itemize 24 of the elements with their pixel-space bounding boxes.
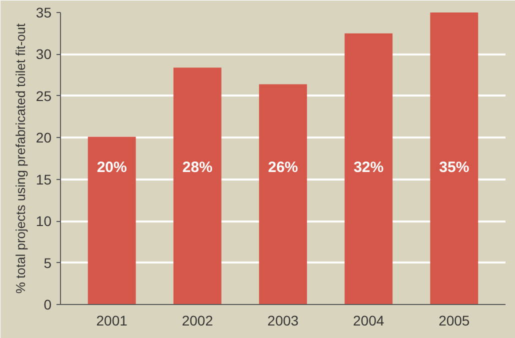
bar bbox=[430, 12, 478, 304]
x-tick-label: 2001 bbox=[96, 312, 128, 328]
y-tick-label: 25 bbox=[36, 88, 52, 104]
bar bbox=[173, 68, 222, 304]
x-tick-label: 2004 bbox=[353, 312, 384, 328]
y-tick-label: 0 bbox=[44, 296, 52, 312]
y-tick-label: 10 bbox=[36, 213, 52, 230]
data-label: 32% bbox=[354, 158, 384, 176]
data-label: 28% bbox=[182, 158, 212, 176]
x-tick-label: 2003 bbox=[267, 312, 299, 328]
data-label: 20% bbox=[96, 158, 127, 176]
y-axis-title: % total projects using prefabricated toilet fit-out bbox=[12, 22, 28, 294]
data-label: 35% bbox=[439, 158, 470, 176]
bar bbox=[344, 33, 393, 304]
y-tick-label: 15 bbox=[36, 171, 52, 188]
bar bbox=[259, 84, 307, 304]
y-tick-label: 35 bbox=[36, 4, 52, 20]
y-tick-label: 5 bbox=[44, 254, 52, 271]
x-tick-label: 2005 bbox=[438, 312, 470, 328]
x-tick-label: 2002 bbox=[182, 312, 214, 328]
bar bbox=[88, 136, 136, 304]
y-tick-label: 30 bbox=[36, 46, 52, 62]
y-tick-label: 20 bbox=[36, 130, 52, 146]
data-label: 26% bbox=[268, 158, 298, 176]
